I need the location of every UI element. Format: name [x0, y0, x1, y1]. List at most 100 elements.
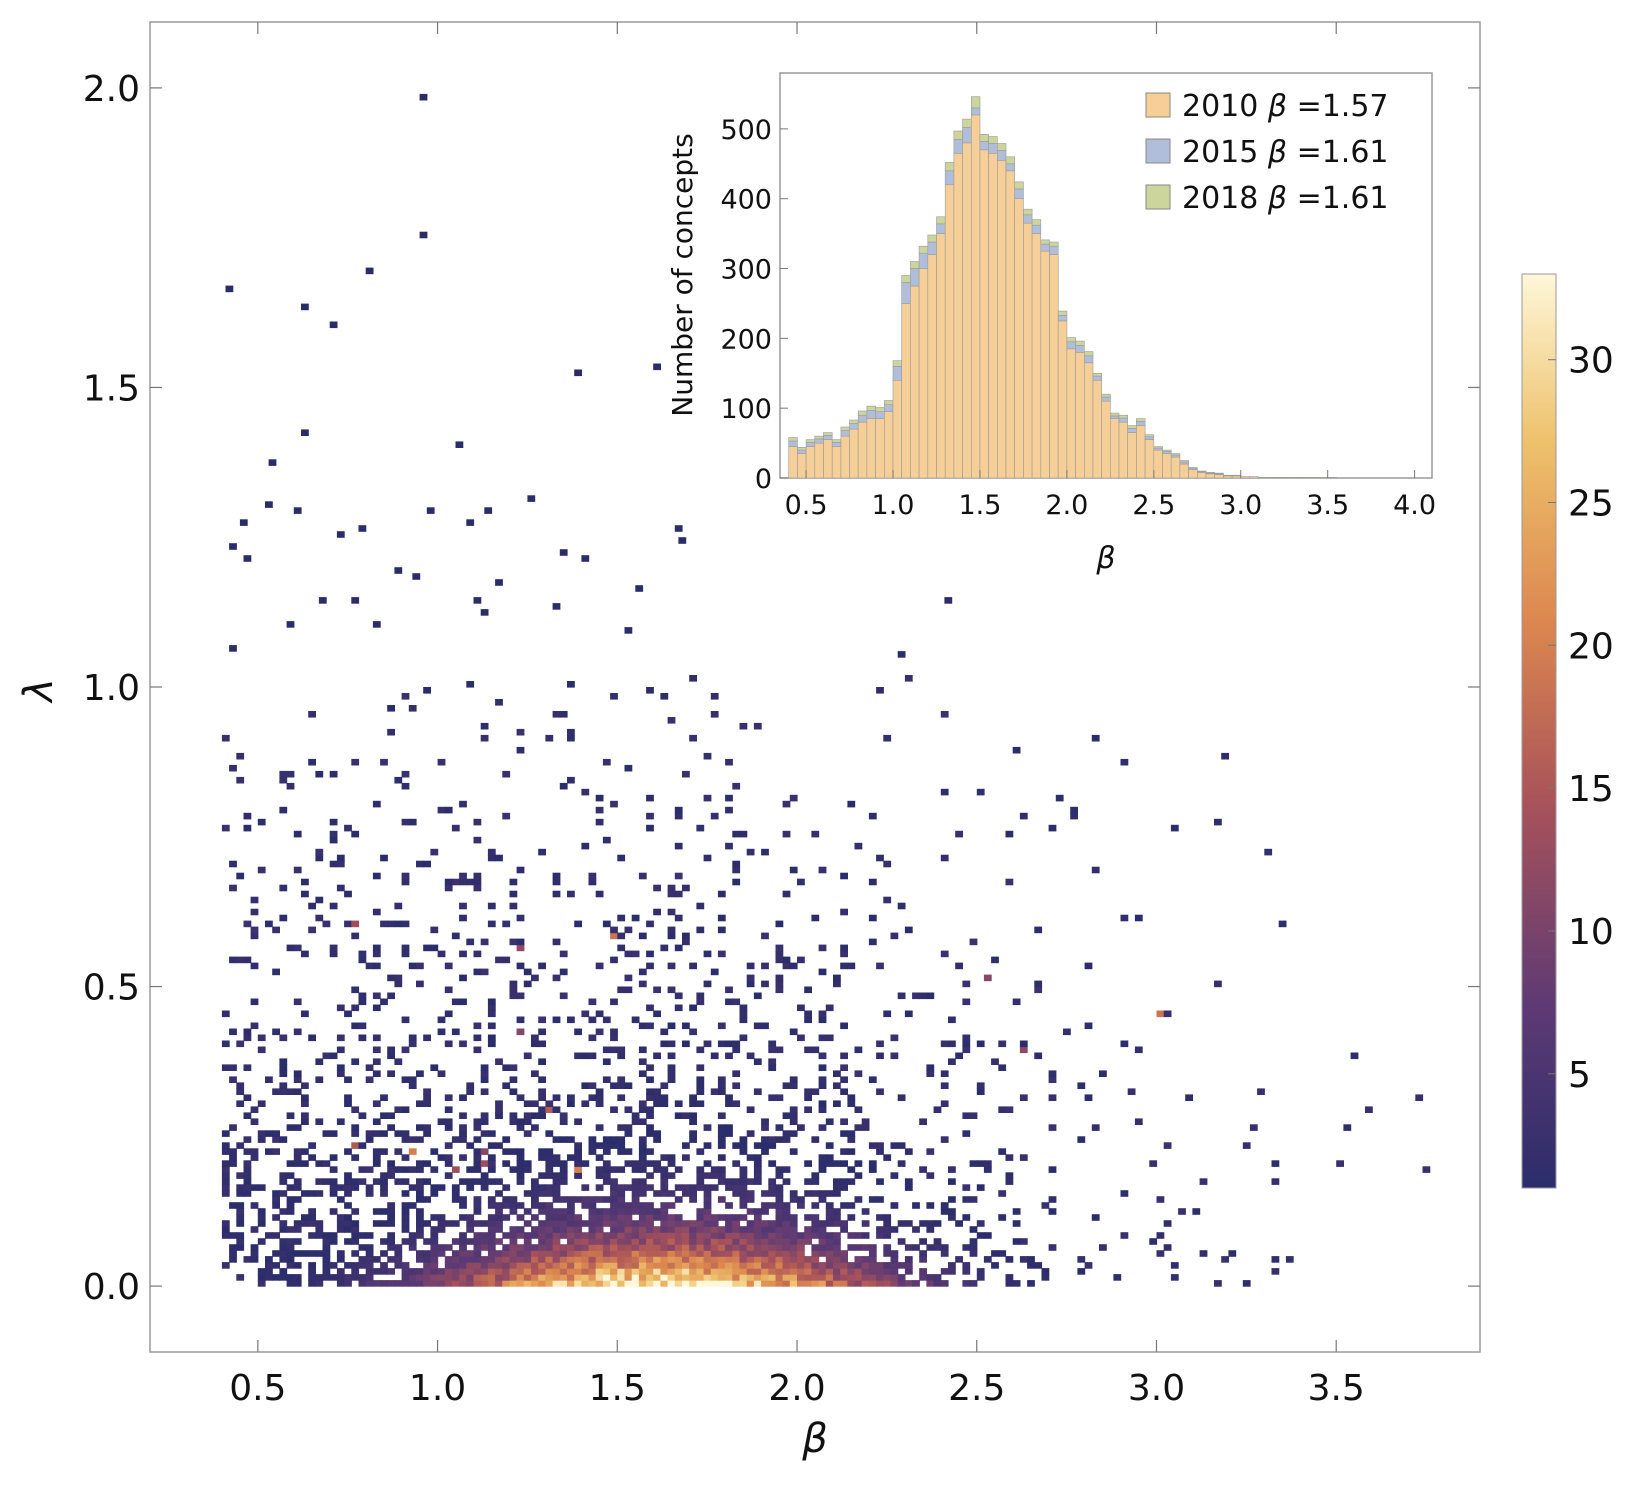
heatmap-cell [804, 1226, 812, 1233]
heatmap-cell [588, 1268, 597, 1275]
heatmap-cell [890, 1034, 899, 1042]
heatmap-cell [811, 1214, 820, 1221]
heatmap-cell [408, 1244, 417, 1251]
heatmap-cell [818, 1262, 827, 1269]
heatmap-cell [538, 848, 546, 856]
heatmap-cell [753, 1160, 762, 1167]
heatmap-cell [229, 1154, 237, 1161]
heatmap-cell [725, 1220, 733, 1227]
heatmap-cell [833, 1250, 841, 1257]
heatmap-cell [753, 1238, 762, 1245]
heatmap-cell [567, 1154, 575, 1161]
heatmap-cell [351, 1130, 360, 1137]
heatmap-cell [588, 1256, 597, 1263]
heatmap-cell [818, 1016, 827, 1024]
heatmap-cell [416, 1178, 424, 1185]
heatmap-cell [646, 1106, 654, 1113]
heatmap-cell [480, 1268, 489, 1275]
heatmap-cell [487, 998, 496, 1006]
heatmap-cell [811, 1172, 820, 1179]
histogram-bar-2010 [962, 142, 972, 479]
heatmap-outlier-cell [243, 555, 252, 562]
heatmap-cell [696, 1226, 705, 1233]
heatmap-cell [487, 1004, 496, 1012]
heatmap-cell [775, 956, 784, 964]
main-x-tick-label: 2.0 [768, 1368, 825, 1409]
heatmap-cell [430, 926, 439, 934]
heatmap-cell [768, 1190, 777, 1197]
heatmap-cell [638, 1190, 647, 1197]
heatmap-cell [567, 1196, 575, 1203]
heatmap-cell [703, 1220, 712, 1227]
heatmap-cell [646, 1184, 654, 1191]
heatmap-cell [401, 878, 410, 886]
heatmap-cell [221, 1160, 230, 1167]
heatmap-cell [358, 956, 367, 964]
heatmap-cell [301, 1010, 309, 1018]
heatmap-cell [660, 1166, 669, 1173]
heatmap-cell [567, 890, 575, 898]
heatmap-cell [660, 1184, 669, 1191]
heatmap-cell [624, 1106, 633, 1113]
heatmap-cell [480, 1184, 489, 1191]
heatmap-cell [732, 878, 741, 886]
heatmap-outlier-cell [412, 573, 421, 580]
heatmap-cell [703, 1208, 712, 1215]
histogram-bar-2015 [1014, 188, 1024, 199]
heatmap-cell [883, 1280, 892, 1287]
heatmap-cell [1336, 1160, 1344, 1167]
heatmap-cell [610, 1280, 618, 1287]
heatmap-cell [444, 986, 453, 994]
heatmap-cell [969, 1250, 978, 1257]
heatmap-cell [753, 1088, 762, 1095]
heatmap-cell [725, 1202, 733, 1209]
heatmap-cell [739, 1184, 748, 1191]
heatmap-cell [897, 1280, 906, 1287]
heatmap-cell [523, 1238, 532, 1245]
heatmap-cell [437, 1070, 446, 1077]
heatmap-cell [329, 818, 338, 826]
heatmap-cell [703, 980, 712, 988]
histogram-bar-2018 [1170, 453, 1181, 456]
histogram-bar-2018 [1188, 467, 1198, 469]
heatmap-cell [631, 1160, 640, 1167]
heatmap-cell [638, 1280, 647, 1287]
heatmap-cell [416, 1190, 424, 1197]
heatmap-cell [940, 788, 949, 796]
heatmap-cell [372, 1208, 381, 1215]
heatmap-cell [660, 1094, 669, 1101]
heatmap-cell [840, 1118, 848, 1125]
histogram-bar-2010 [1292, 476, 1302, 479]
heatmap-cell [574, 1052, 582, 1060]
heatmap-cell [717, 1076, 726, 1083]
heatmap-cell [567, 1202, 575, 1209]
heatmap-cell [451, 1280, 460, 1287]
heatmap-cell [638, 968, 647, 976]
heatmap-cell [416, 860, 424, 868]
histogram-bar-2015 [1162, 451, 1172, 454]
histogram-bar-2010 [1057, 320, 1068, 479]
heatmap-cell [581, 1244, 590, 1251]
heatmap-cell [674, 1250, 683, 1257]
heatmap-cell [466, 1256, 475, 1263]
heatmap-cell [761, 1142, 769, 1149]
heatmap-cell [531, 1268, 539, 1275]
heatmap-cell [315, 854, 324, 862]
heatmap-cell [459, 1214, 467, 1221]
heatmap-cell [696, 1250, 705, 1257]
heatmap-cell [797, 1232, 805, 1239]
heatmap-cell [825, 1256, 834, 1263]
heatmap-cell [797, 1196, 805, 1203]
heatmap-cell [538, 1094, 546, 1101]
heatmap-cell [725, 1226, 733, 1233]
heatmap-cell [451, 1268, 460, 1275]
heatmap-cell [473, 878, 482, 886]
heatmap-cell [775, 1268, 784, 1275]
heatmap-cell [746, 1130, 755, 1137]
histogram-bar-2018 [1118, 414, 1128, 419]
heatmap-cell [401, 1214, 410, 1221]
heatmap-cell [430, 1232, 439, 1239]
heatmap-cell [552, 1220, 561, 1227]
histogram-bar-2010 [1205, 473, 1215, 479]
heatmap-cell [416, 1214, 424, 1221]
